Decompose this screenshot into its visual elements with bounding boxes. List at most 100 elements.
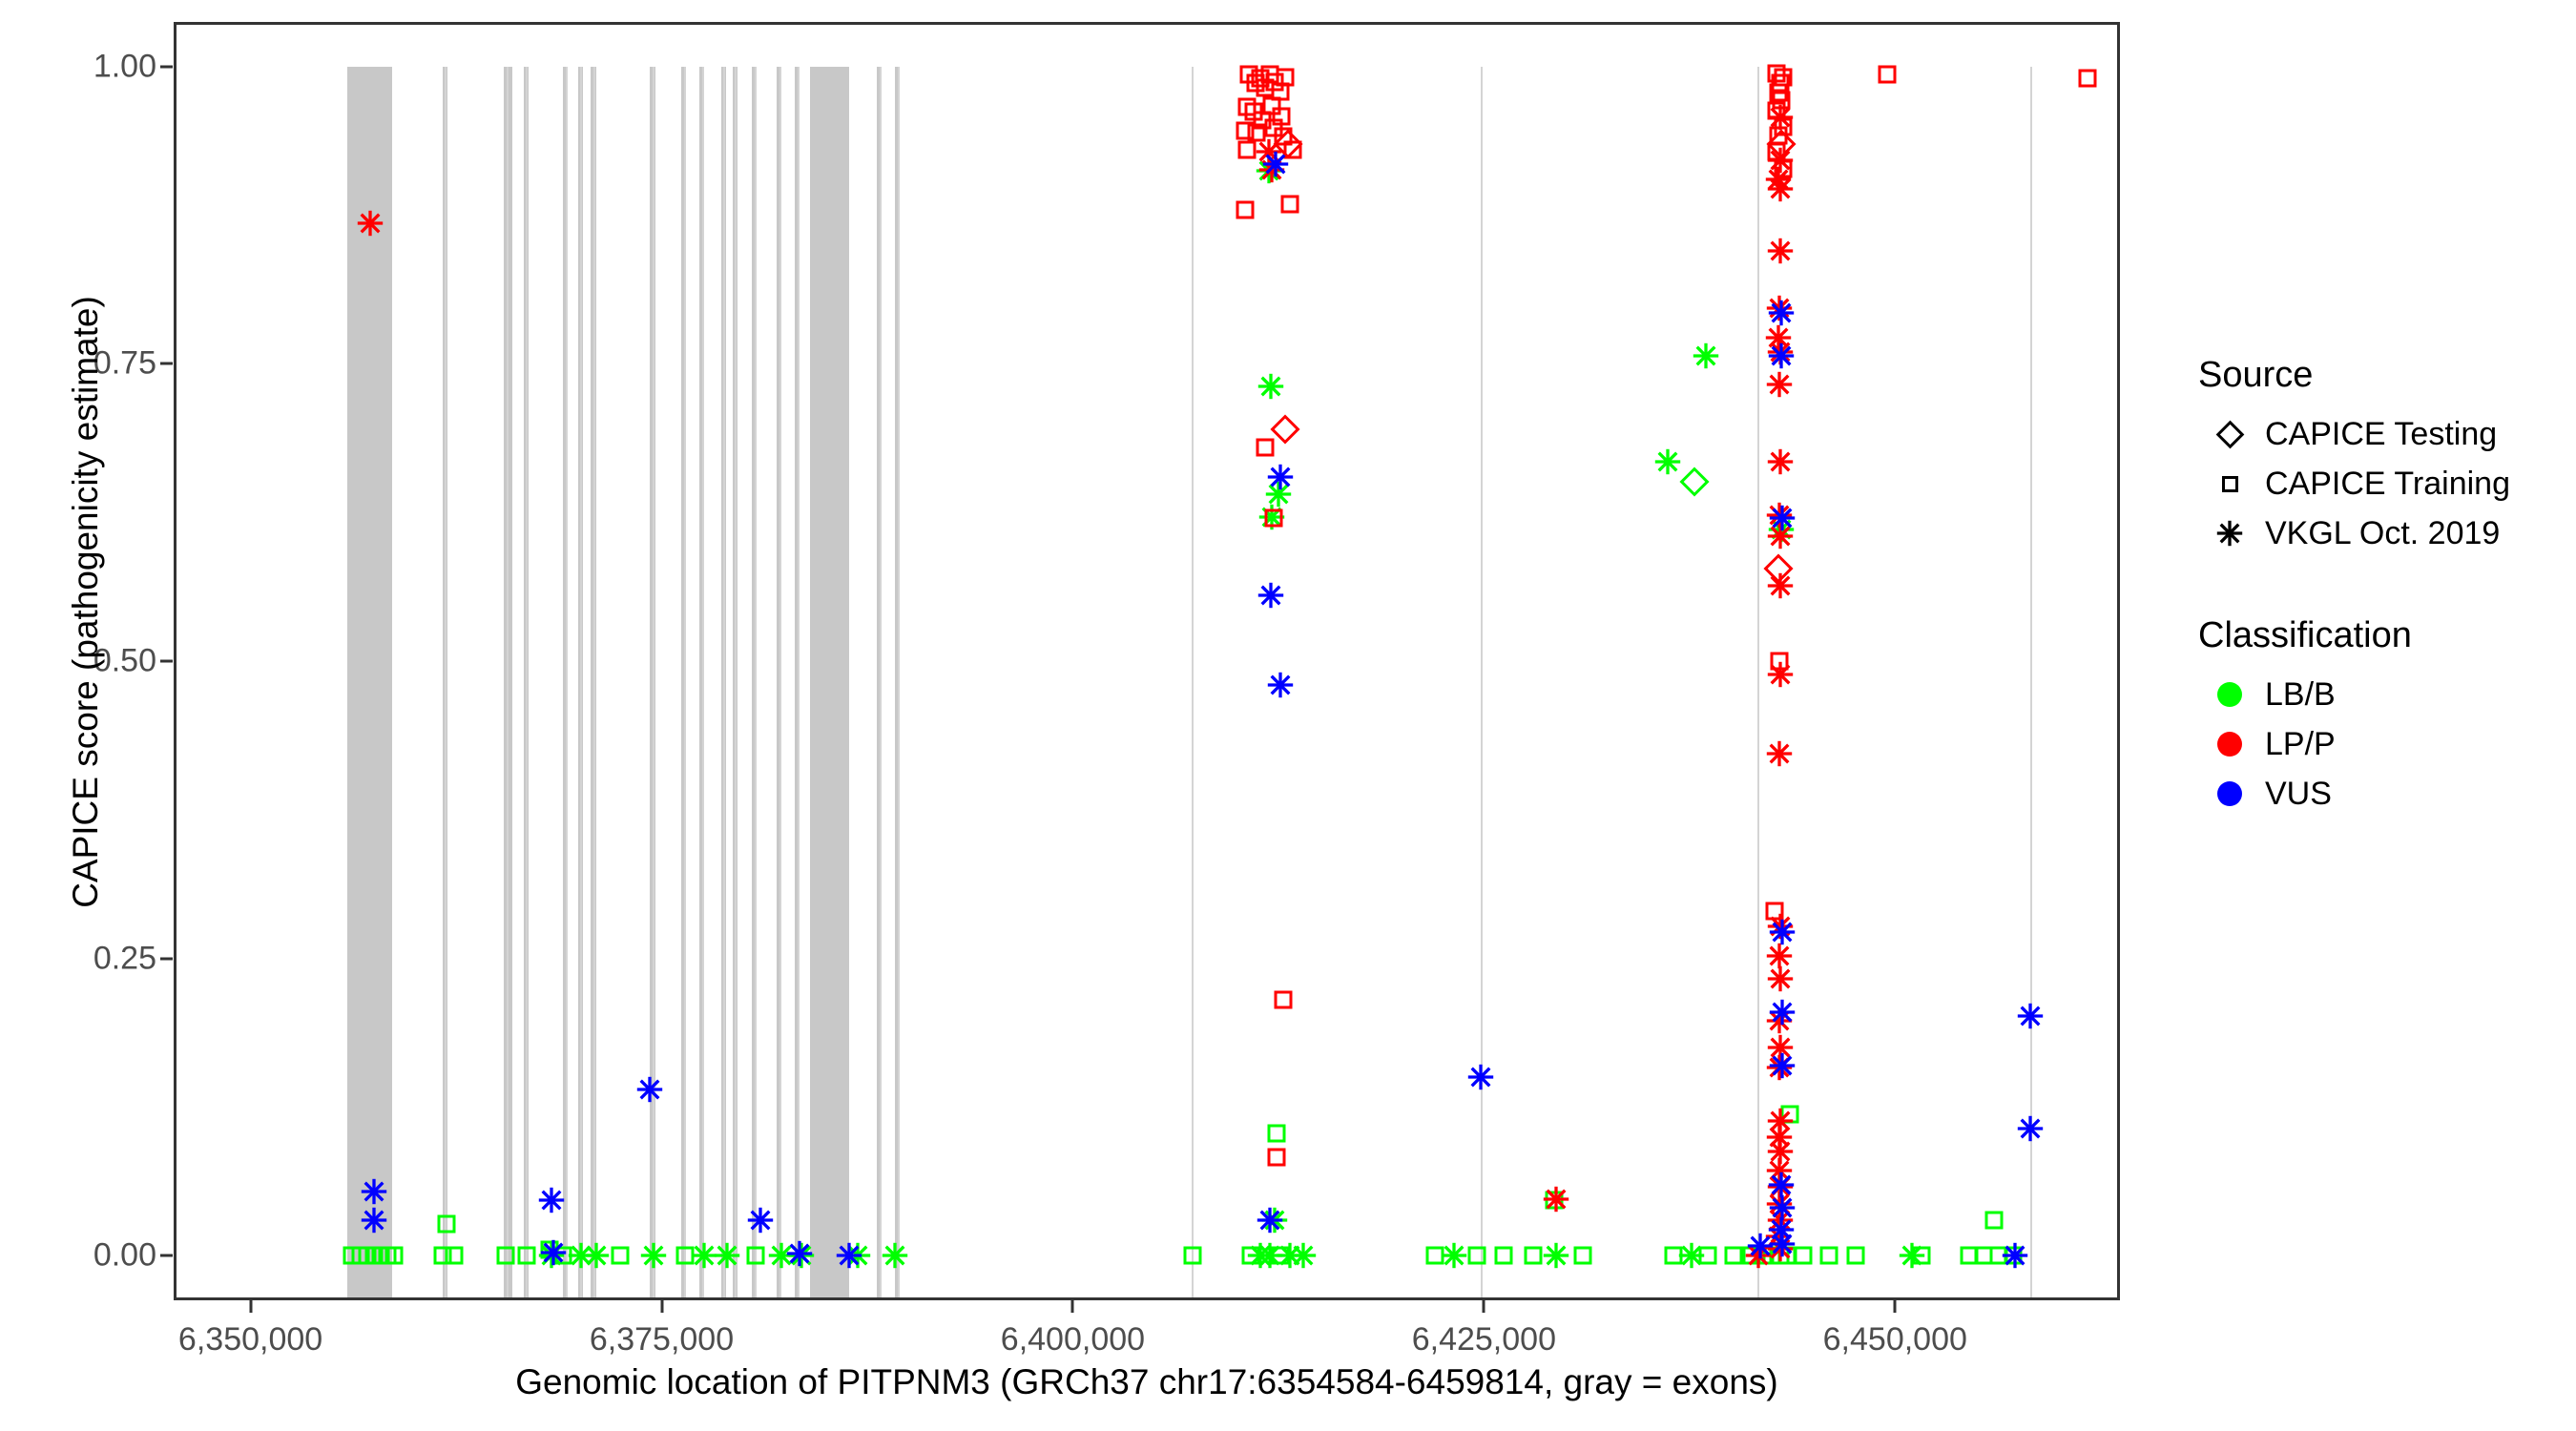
data-point [1765, 501, 1794, 529]
data-point [1267, 1124, 1286, 1143]
data-point [1256, 1241, 1284, 1270]
diamond-icon [2194, 420, 2265, 448]
color-dot-icon [2194, 781, 2265, 806]
data-point [1771, 1246, 1790, 1265]
data-point [1236, 121, 1255, 140]
legend-item-classification[interactable]: LP/P [2194, 719, 2576, 769]
y-tick-label: 0.50 [93, 642, 156, 679]
data-point [690, 1241, 718, 1270]
data-point [1767, 142, 1786, 161]
x-tick-label: 6,400,000 [1000, 1321, 1146, 1358]
data-point [1766, 571, 1795, 600]
data-point [1771, 73, 1790, 93]
x-tick-label: 6,450,000 [1822, 1321, 1967, 1358]
data-point [1273, 129, 1303, 159]
data-point [537, 1186, 566, 1214]
exon-band [795, 66, 800, 1297]
x-tick-mark [1070, 1300, 1074, 1313]
data-point [1280, 195, 1299, 214]
data-point [1766, 1137, 1795, 1166]
data-point [1763, 553, 1794, 584]
data-point [1766, 660, 1795, 689]
y-tick-label: 0.75 [93, 344, 156, 382]
data-point [1766, 175, 1795, 203]
data-point [1257, 372, 1285, 401]
data-point [1440, 1241, 1468, 1270]
data-point [1262, 96, 1281, 115]
data-point [1767, 1171, 1796, 1199]
data-point [1246, 1241, 1275, 1270]
data-point [1545, 1191, 1564, 1210]
data-point [2001, 1241, 2029, 1270]
data-point [1767, 64, 1786, 83]
x-tick-label: 6,375,000 [589, 1321, 735, 1358]
data-point [1272, 107, 1291, 126]
y-tick-mark [160, 1254, 173, 1257]
data-point [1762, 1246, 1781, 1265]
data-point [1774, 68, 1793, 87]
data-point [1766, 1234, 1795, 1263]
legend-label: LP/P [2265, 725, 2336, 762]
data-point [1767, 101, 1786, 120]
data-point [1257, 156, 1286, 184]
data-point [1768, 1230, 1797, 1258]
legend-item-source[interactable]: VKGL Oct. 2019 [2194, 508, 2576, 558]
data-point [1524, 1246, 1543, 1265]
x-tick-label: 6,425,000 [1411, 1321, 1556, 1358]
data-point [1260, 1206, 1289, 1234]
data-point [1766, 964, 1795, 993]
exon-band [752, 66, 758, 1297]
x-tick-mark [1482, 1300, 1485, 1313]
data-point [1257, 581, 1285, 610]
plot-panel [174, 22, 2120, 1300]
data-point [1989, 1246, 2008, 1265]
data-point [1255, 156, 1283, 185]
data-point [1960, 1246, 1979, 1265]
data-point [1768, 1051, 1797, 1080]
data-point [1724, 1246, 1743, 1265]
legend-item-classification[interactable]: VUS [2194, 769, 2576, 819]
asterisk-icon [2194, 519, 2265, 548]
data-point [1653, 447, 1682, 476]
data-point [1542, 1241, 1570, 1270]
data-point [767, 1241, 796, 1270]
data-point [1265, 73, 1284, 92]
square-icon [2194, 475, 2265, 492]
y-tick-mark [160, 65, 173, 69]
exon-band [347, 66, 392, 1297]
data-point [1770, 652, 1789, 671]
exon-band [877, 66, 883, 1297]
legend: Source CAPICE Testing CAPICE Training VKGL… [2194, 355, 2576, 819]
y-tick-mark [160, 659, 173, 663]
data-point [1768, 504, 1797, 532]
data-point [1767, 342, 1796, 370]
data-point [537, 1241, 566, 1270]
data-point [1819, 1246, 1839, 1265]
exon-band [650, 66, 655, 1297]
data-point [1261, 150, 1290, 178]
data-point [1246, 73, 1265, 93]
data-point [1236, 200, 1255, 219]
data-point [1494, 1246, 1513, 1265]
data-point [1257, 503, 1286, 531]
data-point [1765, 294, 1794, 322]
variant-gridline [580, 66, 583, 1297]
variant-gridline [653, 66, 655, 1297]
data-point [1765, 1156, 1794, 1185]
legend-item-source[interactable]: CAPICE Training [2194, 459, 2576, 508]
data-point [1769, 83, 1788, 102]
color-dot-icon [2194, 682, 2265, 707]
legend-label: VUS [2265, 775, 2332, 812]
variant-gridline [683, 66, 686, 1297]
y-tick-mark [160, 362, 173, 365]
legend-item-classification[interactable]: LB/B [2194, 670, 2576, 719]
data-point [1677, 1241, 1706, 1270]
data-point [1766, 1206, 1795, 1234]
x-tick-mark [660, 1300, 663, 1313]
legend-item-source[interactable]: CAPICE Testing [2194, 409, 2576, 459]
legend-title-source: Source [2198, 355, 2314, 395]
data-point [1542, 1185, 1570, 1213]
legend-label: LB/B [2265, 675, 2336, 713]
data-point [1467, 1246, 1486, 1265]
